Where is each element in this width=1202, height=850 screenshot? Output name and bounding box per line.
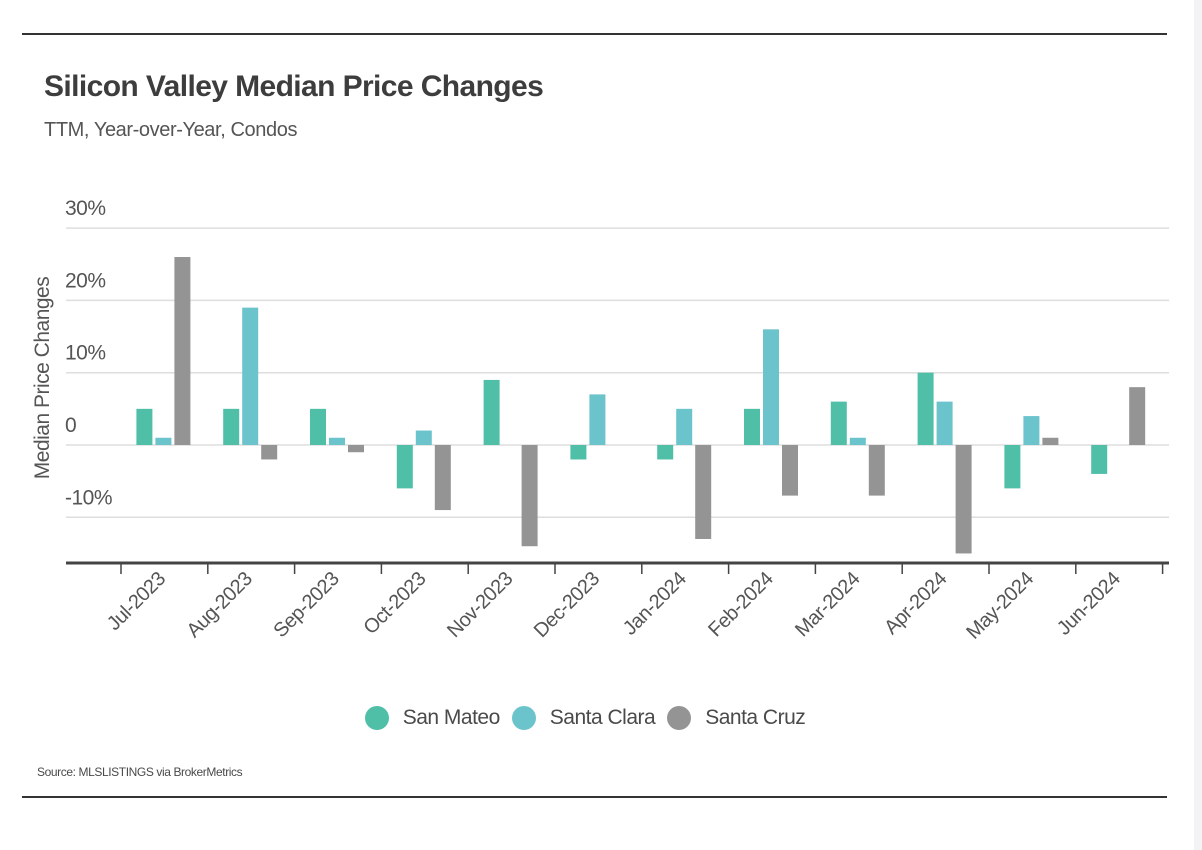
x-tick-label: Jan-2024 xyxy=(619,568,691,640)
bar-santa-cruz xyxy=(955,445,972,554)
x-tick-label: Nov-2023 xyxy=(443,568,517,642)
bar-san-mateo xyxy=(917,372,934,445)
bar-santa-cruz xyxy=(434,445,451,511)
bar-santa-cruz xyxy=(1129,387,1146,445)
bar-san-mateo xyxy=(1091,445,1108,474)
bar-san-mateo xyxy=(223,408,240,445)
bar-santa-cruz xyxy=(521,445,538,547)
x-tick-label: Mar-2024 xyxy=(791,568,865,642)
bars xyxy=(136,257,1146,554)
bar-san-mateo xyxy=(570,445,587,460)
y-tick-label: 0 xyxy=(65,414,76,437)
bar-san-mateo xyxy=(483,379,500,445)
legend-item-santa-clara[interactable]: Santa Clara xyxy=(511,706,656,730)
bar-santa-cruz xyxy=(695,445,712,539)
y-tick-label: 20% xyxy=(65,269,106,292)
x-tick-label: Sep-2023 xyxy=(269,568,343,642)
bar-santa-cruz xyxy=(868,445,885,496)
x-tick-label: Jun-2024 xyxy=(1053,568,1125,640)
legend: San Mateo Santa Clara Santa Cruz xyxy=(0,706,1170,730)
gridlines xyxy=(66,227,1169,519)
x-tick-label: Jul-2023 xyxy=(103,568,170,635)
bar-santa-clara xyxy=(155,437,172,445)
bar-santa-clara xyxy=(242,307,259,445)
bar-santa-clara xyxy=(936,401,953,445)
legend-swatch-santa-clara xyxy=(511,706,536,730)
y-axis-ticks: 30% 20% 10% 0 -10% xyxy=(65,197,113,509)
bar-santa-clara xyxy=(329,437,345,445)
legend-item-san-mateo[interactable]: San Mateo xyxy=(364,706,501,730)
x-tick-label: Oct-2023 xyxy=(359,568,430,639)
bar-santa-cruz xyxy=(1042,437,1059,445)
bottom-divider xyxy=(22,796,1167,798)
y-tick-label: 30% xyxy=(65,197,106,220)
x-tick-label: Aug-2023 xyxy=(183,568,257,642)
x-tick-label: Apr-2024 xyxy=(880,568,951,639)
source-note: Source: MLSLISTINGS via BrokerMetrics xyxy=(37,765,243,779)
bar-santa-clara xyxy=(849,437,866,445)
bar-santa-cruz xyxy=(261,445,278,460)
chart-subtitle: TTM, Year-over-Year, Condos xyxy=(44,119,298,141)
y-axis-label: Median Price Changes xyxy=(31,277,54,479)
bar-santa-clara xyxy=(763,329,779,445)
bar-santa-cruz xyxy=(782,445,798,496)
bar-santa-clara xyxy=(1023,416,1040,445)
bar-santa-clara xyxy=(415,430,432,445)
legend-item-santa-cruz[interactable]: Santa Cruz xyxy=(667,706,806,730)
bar-chart: 30% 20% 10% 0 -10% Median Price Changes Jul-… xyxy=(31,197,1169,644)
x-tick-label: May-2024 xyxy=(962,568,1038,644)
bar-santa-cruz xyxy=(174,257,191,445)
legend-label: Santa Cruz xyxy=(705,706,806,729)
scrollbar-track[interactable] xyxy=(1194,0,1202,850)
bar-san-mateo xyxy=(396,445,413,489)
legend-label: San Mateo xyxy=(402,706,501,729)
bar-san-mateo xyxy=(1004,445,1021,489)
bar-san-mateo xyxy=(657,445,674,460)
chart-title: Silicon Valley Median Price Changes xyxy=(44,70,544,103)
legend-swatch-san-mateo xyxy=(364,706,389,730)
bar-san-mateo xyxy=(136,408,153,445)
x-axis-ticks: Jul-2023 Aug-2023 Sep-2023 Oct-2023 Nov-2023… xyxy=(103,563,1164,644)
bar-san-mateo xyxy=(744,408,760,445)
y-tick-label: 10% xyxy=(65,342,106,365)
legend-label: Santa Clara xyxy=(549,706,656,729)
bar-santa-clara xyxy=(589,394,606,445)
bar-san-mateo xyxy=(830,401,847,445)
bar-santa-cruz xyxy=(348,445,364,453)
x-tick-label: Dec-2023 xyxy=(530,568,604,642)
legend-swatch-santa-cruz xyxy=(667,706,692,730)
bar-san-mateo xyxy=(310,408,326,445)
bar-santa-clara xyxy=(676,408,693,445)
top-divider xyxy=(22,33,1167,35)
x-tick-label: Feb-2024 xyxy=(704,568,778,642)
y-tick-label: -10% xyxy=(65,486,112,509)
